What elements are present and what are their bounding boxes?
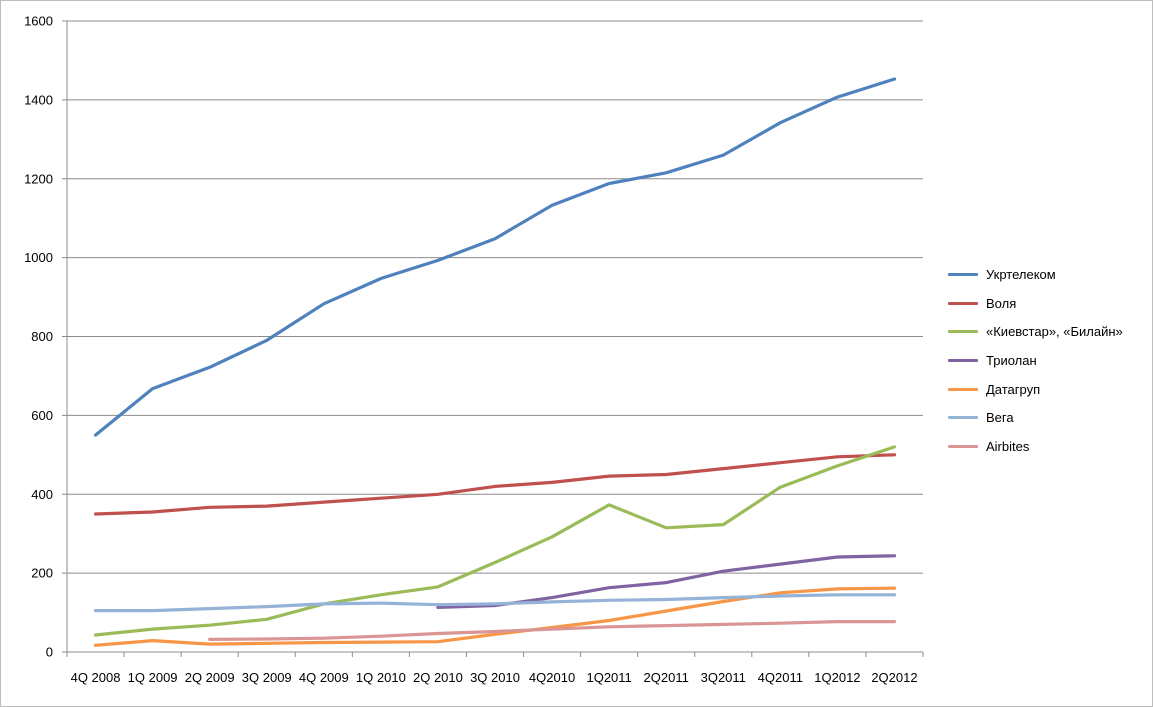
gridlines (67, 20, 923, 574)
x-tick-label: 2Q 2010 (413, 670, 463, 685)
legend-swatch (948, 444, 978, 448)
y-tick-label: 1200 (24, 171, 53, 186)
y-axis-tick-labels: 0 200 400 600 800 1000 1200 1400 1600 (24, 14, 53, 660)
legend-swatch (948, 358, 978, 362)
y-tick-label: 1000 (24, 250, 53, 265)
series-line-7 (208, 620, 897, 641)
legend: Укртелеком Воля «Киевстар», «Билайн» Триола… (948, 260, 1148, 461)
series-line-2 (93, 453, 897, 516)
y-tick-label: 600 (31, 408, 53, 423)
legend-label: Укртелеком (986, 266, 1056, 282)
series-lines (93, 77, 897, 647)
legend-item: Триолан (948, 346, 1148, 375)
y-tick-label: 200 (31, 566, 53, 581)
x-tick-label: 4Q2011 (758, 670, 803, 685)
legend-label: «Киевстар», «Билайн» (986, 324, 1123, 340)
legend-swatch (948, 387, 978, 391)
legend-item: «Киевстар», «Билайн» (948, 317, 1148, 346)
y-tick-label: 400 (31, 487, 53, 502)
x-tick-label: 3Q 2009 (242, 670, 292, 685)
legend-item: Airbites (948, 432, 1148, 461)
y-tick-label: 1600 (24, 14, 53, 29)
x-tick-label: 3Q 2010 (470, 670, 520, 685)
x-tick-label: 1Q2011 (586, 670, 631, 685)
x-tick-label: 4Q 2009 (299, 670, 349, 685)
series-line-6 (93, 593, 897, 613)
x-tick-label: 1Q 2009 (128, 670, 178, 685)
legend-label: Вега (986, 410, 1014, 426)
x-tick-label: 3Q2011 (701, 670, 746, 685)
series-line-3 (93, 445, 897, 637)
axes (62, 20, 924, 657)
legend-swatch (948, 301, 978, 305)
y-tick-label: 0 (46, 645, 53, 660)
legend-label: Датагруп (986, 381, 1041, 397)
legend-label: Воля (986, 295, 1017, 311)
legend-swatch (948, 330, 978, 334)
x-tick-label: 4Q 2008 (71, 670, 121, 685)
legend-item: Укртелеком (948, 260, 1148, 289)
legend-swatch (948, 272, 978, 276)
x-tick-label: 2Q 2009 (185, 670, 235, 685)
legend-label: Триолан (986, 352, 1037, 368)
legend-swatch (948, 416, 978, 420)
legend-item: Вега (948, 403, 1148, 432)
legend-label: Airbites (986, 438, 1030, 454)
x-tick-label: 1Q 2010 (356, 670, 406, 685)
y-tick-label: 800 (31, 329, 53, 344)
x-tick-label: 2Q2012 (871, 670, 917, 685)
x-tick-label: 1Q2012 (814, 670, 860, 685)
legend-item: Воля (948, 289, 1148, 318)
y-tick-label: 1400 (24, 92, 53, 107)
x-tick-label: 2Q2011 (644, 670, 689, 685)
x-tick-label: 4Q2010 (529, 670, 575, 685)
x-axis-tick-labels: 4Q 2008 1Q 2009 2Q 2009 3Q 2009 4Q 2009 1Q 20… (71, 670, 918, 685)
series-line-1 (93, 77, 897, 437)
legend-item: Датагруп (948, 375, 1148, 404)
